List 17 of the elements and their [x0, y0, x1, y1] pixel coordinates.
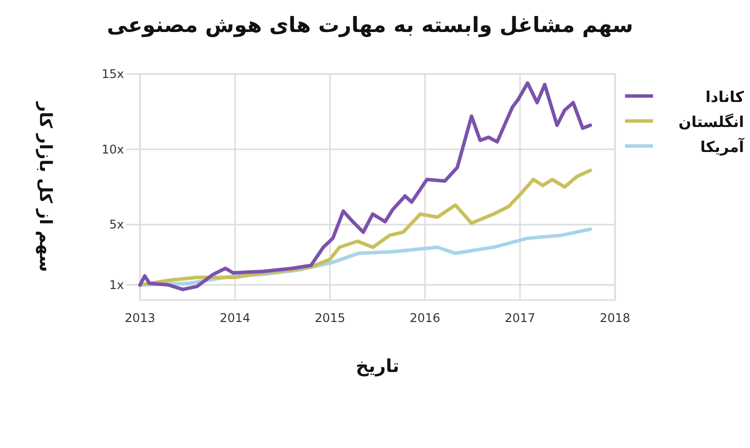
text: کانادا	[706, 88, 744, 106]
x-tick-label: 2015	[314, 311, 346, 325]
y-tick-label: 10x	[102, 142, 124, 156]
chart-title: سهم مشاغل وابسته به مهارت های هوش مصنوعی	[106, 13, 634, 38]
y-axis-title: سهم از کل بازار کار	[35, 101, 55, 272]
y-tick-label: 15x	[102, 67, 124, 81]
x-tick-label: 2016	[410, 311, 440, 325]
x-tick-label: 2017	[504, 311, 536, 325]
text: آمریکا	[700, 137, 745, 156]
x-tick-label: 2014	[220, 311, 250, 325]
x-tick-label: 2013	[124, 311, 156, 325]
y-tick-label: 1x	[109, 278, 124, 292]
x-axis-title: تاریخ	[356, 356, 400, 377]
line-series	[138, 81, 592, 292]
legend-label: انگلستان	[678, 113, 744, 131]
y-tick-label: 5x	[109, 218, 124, 232]
x-tick-label: 2018	[600, 311, 630, 325]
